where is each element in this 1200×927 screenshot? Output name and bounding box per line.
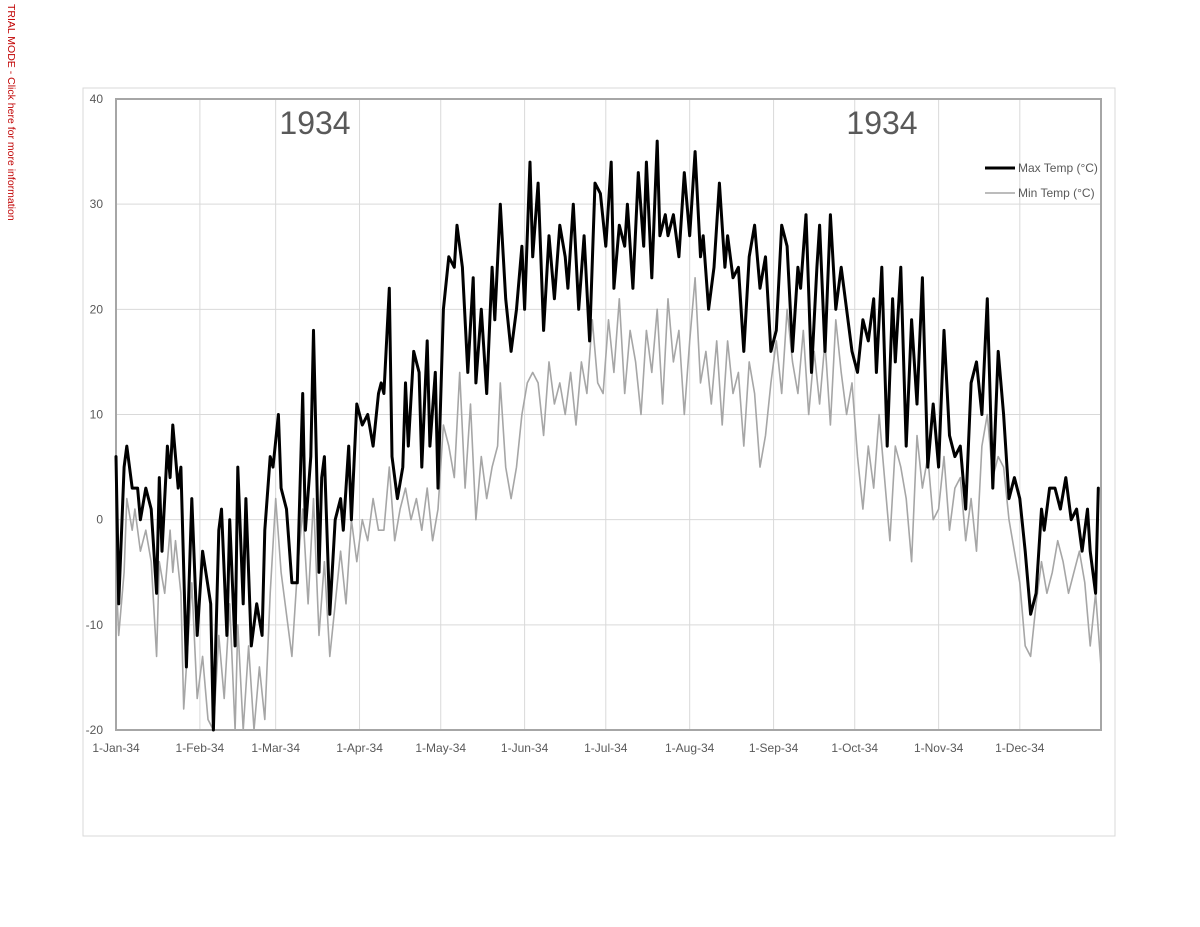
trial-mode-text[interactable]: TRIAL MODE - Click here for more informa… bbox=[5, 4, 17, 221]
series-max-temp-line bbox=[114, 139, 1100, 732]
annotation-year-left: 1934 bbox=[279, 105, 350, 141]
trial-mode-watermark[interactable]: TRIAL MODE - Click here for more informa… bbox=[0, 0, 22, 240]
plot-area-border bbox=[115, 98, 1102, 731]
legend: Max Temp (°C) Min Temp (°C) bbox=[985, 161, 1098, 200]
x-tick-label: 1-May-34 bbox=[415, 741, 466, 755]
legend-label-max: Max Temp (°C) bbox=[1018, 161, 1098, 175]
y-tick-label: -20 bbox=[86, 723, 104, 737]
x-tick-label: 1-Jul-34 bbox=[584, 741, 628, 755]
series-min-temp-line bbox=[115, 276, 1102, 731]
legend-label-min: Min Temp (°C) bbox=[1018, 186, 1095, 200]
x-tick-label: 1-Jun-34 bbox=[501, 741, 549, 755]
annotation-year-right: 1934 bbox=[846, 105, 917, 141]
axis-labels: -20 -10 0 10 20 30 40 1-Jan-34 1-Feb-34 1-Mar-34 1… bbox=[86, 92, 1045, 755]
x-tick-label: 1-Apr-34 bbox=[336, 741, 383, 755]
x-tick-label: 1-Mar-34 bbox=[251, 741, 300, 755]
y-tick-label: 40 bbox=[90, 92, 104, 106]
x-tick-label: 1-Nov-34 bbox=[914, 741, 964, 755]
y-tick-label: 30 bbox=[90, 197, 104, 211]
y-tick-label: -10 bbox=[86, 618, 104, 632]
y-tick-label: 0 bbox=[96, 513, 103, 527]
x-tick-label: 1-Aug-34 bbox=[665, 741, 715, 755]
series-lines bbox=[114, 139, 1102, 732]
y-tick-label: 10 bbox=[90, 408, 104, 422]
x-tick-label: 1-Feb-34 bbox=[176, 741, 225, 755]
x-tick-label: 1-Jan-34 bbox=[92, 741, 140, 755]
y-tick-label: 20 bbox=[90, 302, 104, 316]
x-tick-label: 1-Sep-34 bbox=[749, 741, 799, 755]
x-tick-label: 1-Oct-34 bbox=[831, 741, 878, 755]
x-tick-label: 1-Dec-34 bbox=[995, 741, 1045, 755]
